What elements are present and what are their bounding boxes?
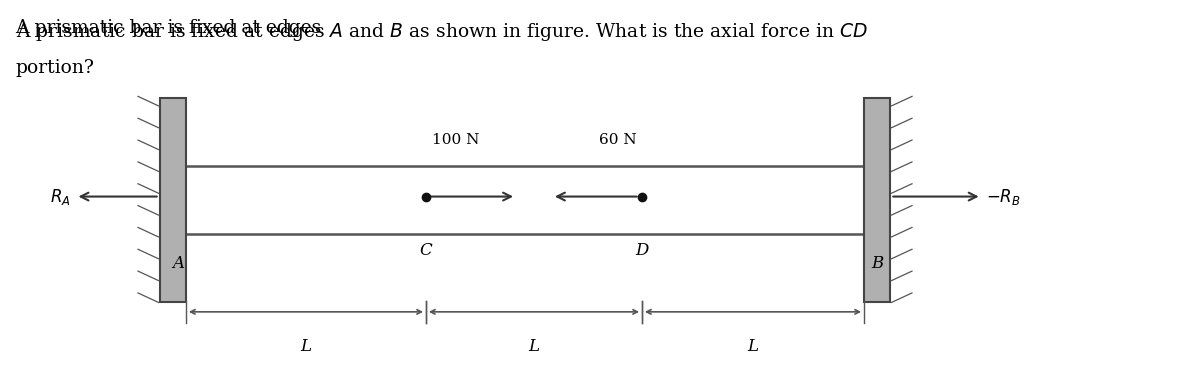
Text: A prismatic bar is fixed at edges: A prismatic bar is fixed at edges [16,19,328,37]
Text: 60 N: 60 N [599,133,637,147]
Text: B: B [871,255,883,272]
Bar [160,98,186,302]
Text: L: L [748,338,758,355]
Text: portion?: portion? [16,59,95,77]
Text: C: C [420,242,432,259]
Text: A: A [172,255,184,272]
Text: L: L [300,338,312,355]
Text: 100 N: 100 N [432,133,480,147]
Text: $R_A$: $R_A$ [50,187,71,206]
Text: A prismatic bar is fixed at edges $\it{A}$ and $\it{B}$ as shown in figure. What: A prismatic bar is fixed at edges $\it{A… [16,21,868,43]
Text: L: L [528,338,540,355]
Bar [864,98,890,302]
Text: $-R_B$: $-R_B$ [986,187,1021,206]
Text: D: D [635,242,649,259]
